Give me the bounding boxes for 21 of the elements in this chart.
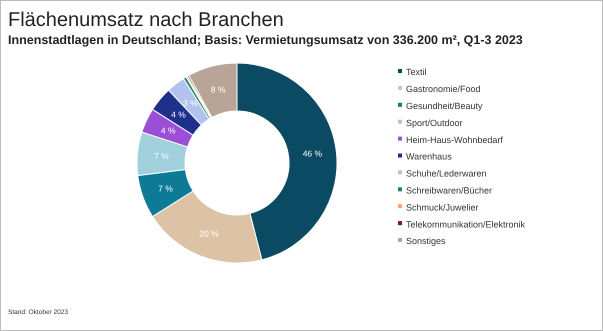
- data-label: 8 %: [210, 84, 226, 94]
- legend-label: Sonstiges: [406, 236, 446, 246]
- data-label: 7 %: [154, 150, 170, 161]
- legend-label: Schuhe/Lederwaren: [406, 168, 487, 179]
- data-label: 3 %: [183, 98, 198, 108]
- legend-label: Sport/Outdoor: [406, 118, 463, 128]
- data-label: 7 %: [158, 184, 174, 194]
- chart-title: Flächenumsatz nach Branchen: [8, 9, 284, 31]
- legend-label: Gastronomie/Food: [406, 84, 481, 94]
- legend-label: Gesundheit/Beauty: [406, 100, 484, 111]
- legend-label: Textil: [406, 67, 427, 78]
- legend-label: Heim-Haus-Wohnbedarf: [406, 134, 504, 145]
- legend-label: Schreibwaren/Bücher: [406, 185, 492, 196]
- legend-label: Schmuck/Juwelier: [406, 202, 479, 212]
- legend-label: Warenhaus: [406, 152, 452, 162]
- data-label: 4 %: [171, 110, 186, 120]
- data-label: 46 %: [302, 148, 323, 158]
- legend-label: Telekommunikation/Elektronik: [406, 219, 526, 230]
- data-label: 20 %: [199, 228, 220, 239]
- data-label: 4 %: [160, 126, 176, 136]
- chart-subtitle: Innenstadtlagen in Deutschland; Basis: Vermietungsumsatz von 336.200 m², Q1-3 2023: [8, 33, 523, 47]
